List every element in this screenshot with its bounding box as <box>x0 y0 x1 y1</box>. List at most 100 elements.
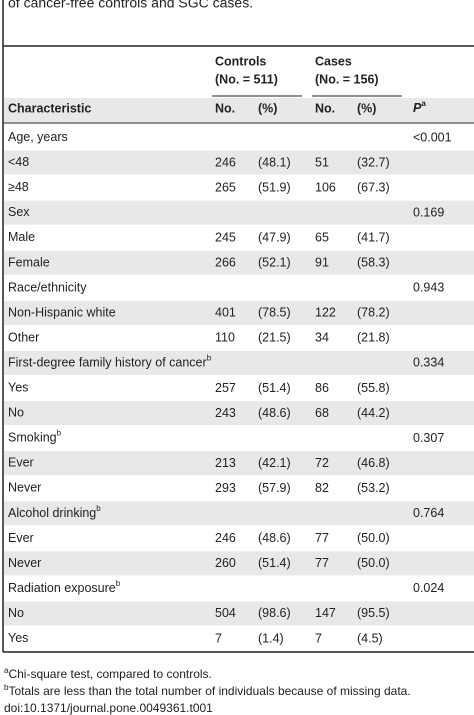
row-label: Ever <box>8 456 34 470</box>
group-count: (No. = 511) <box>215 72 278 86</box>
column-header: No. <box>215 101 235 115</box>
row-label-sup: b <box>116 579 121 588</box>
row-label-text: Non-Hispanic white <box>8 306 116 320</box>
row-label-text: No <box>8 406 24 420</box>
column-header: No. <box>315 101 335 115</box>
row-label: No <box>8 406 24 420</box>
p-value: 0.169 <box>413 205 444 219</box>
row-label: Radiation exposureb <box>8 579 121 595</box>
cell: (41.7) <box>357 230 390 244</box>
p-value: 0.307 <box>413 431 444 445</box>
row-label-text: Yes <box>8 631 28 645</box>
doi: doi:10.1371/journal.pone.0049361.t001 <box>4 701 213 715</box>
cell: (1.4) <box>258 631 284 645</box>
row-label: Alcohol drinkingb <box>8 504 101 520</box>
row-label-text: Sex <box>8 205 30 219</box>
cell: (48.6) <box>258 406 291 420</box>
cell: (21.8) <box>357 331 390 345</box>
cell: (32.7) <box>357 155 390 169</box>
cell: (44.2) <box>357 406 390 420</box>
row-label: Smokingb <box>8 429 62 445</box>
cell: (53.2) <box>357 481 390 495</box>
row-label-text: Smoking <box>8 431 57 445</box>
row-label: Age, years <box>8 130 68 144</box>
row-label-text: First-degree family history of cancer <box>8 356 207 370</box>
row-label-text: Radiation exposure <box>8 581 116 595</box>
row-label-sup: b <box>96 504 101 513</box>
footnote-sup: a <box>4 666 9 675</box>
row-label: Male <box>8 230 35 244</box>
cell: (78.5) <box>258 306 291 320</box>
caption: of cancer-free controls and SGC cases. <box>8 0 253 11</box>
group-name: Controls <box>215 54 266 68</box>
row-label-text: Male <box>8 230 35 244</box>
cell: 293 <box>215 481 236 495</box>
cell: (48.6) <box>258 531 291 545</box>
cell: (55.8) <box>357 381 390 395</box>
cell: 147 <box>315 606 336 620</box>
cell: (21.5) <box>258 331 291 345</box>
row-label-text: Alcohol drinking <box>8 506 96 520</box>
column-header: Characteristic <box>8 101 91 115</box>
cell: (4.5) <box>357 631 383 645</box>
cell: (50.0) <box>357 556 390 570</box>
cell: 7 <box>215 631 222 645</box>
row-label-text: Never <box>8 481 41 495</box>
row-label: Yes <box>8 381 28 395</box>
cell: 243 <box>215 406 236 420</box>
row-label: Non-Hispanic white <box>8 306 116 320</box>
row-label: ≥48 <box>8 180 29 194</box>
cell: 122 <box>315 306 336 320</box>
cell: (47.9) <box>258 230 291 244</box>
p-header-text: P <box>413 101 422 115</box>
cell: 72 <box>315 456 329 470</box>
cell: 77 <box>315 531 329 545</box>
p-value: 0.024 <box>413 581 444 595</box>
cell: (50.0) <box>357 531 390 545</box>
group-count: (No. = 156) <box>315 72 379 86</box>
cell: 265 <box>215 180 236 194</box>
p-value: <0.001 <box>413 130 452 144</box>
cell: 7 <box>315 631 322 645</box>
row-label-sup: b <box>57 429 62 438</box>
footnote: aChi-square test, compared to controls. <box>4 666 212 681</box>
row-label: <48 <box>8 155 29 169</box>
row-label: Yes <box>8 631 28 645</box>
cell: (58.3) <box>357 256 390 270</box>
row-label-text: <48 <box>8 155 29 169</box>
cell: 91 <box>315 256 329 270</box>
row-label-sup: b <box>207 354 212 363</box>
row-label: Never <box>8 481 41 495</box>
group-name: Cases <box>315 54 352 68</box>
cell: (51.4) <box>258 381 291 395</box>
p-value: 0.334 <box>413 356 444 370</box>
footnote: bTotals are less than the total number o… <box>4 683 411 698</box>
p-value: 0.764 <box>413 506 444 520</box>
cell: 106 <box>315 180 336 194</box>
cell: 257 <box>215 381 236 395</box>
cell: (51.9) <box>258 180 291 194</box>
row-label-text: Age, years <box>8 130 68 144</box>
cell: (51.4) <box>258 556 291 570</box>
cell: 68 <box>315 406 329 420</box>
cell: (67.3) <box>357 180 390 194</box>
footnote-text: Chi-square test, compared to controls. <box>8 667 211 681</box>
row-shade <box>4 200 474 225</box>
row-label-text: No <box>8 606 24 620</box>
p-header-sup: a <box>421 99 426 108</box>
cell: 246 <box>215 155 236 169</box>
row-label: Ever <box>8 531 34 545</box>
cell: (42.1) <box>258 456 291 470</box>
cell: 401 <box>215 306 236 320</box>
cell: (78.2) <box>357 306 390 320</box>
cell: 213 <box>215 456 236 470</box>
row-label: Never <box>8 556 41 570</box>
header-shade <box>4 98 474 122</box>
cell: 260 <box>215 556 236 570</box>
row-label: Other <box>8 331 39 345</box>
row-label-text: Ever <box>8 456 34 470</box>
row-label: First-degree family history of cancerb <box>8 354 212 370</box>
cell: 82 <box>315 481 329 495</box>
cell: 65 <box>315 230 329 244</box>
row-label: Female <box>8 256 50 270</box>
